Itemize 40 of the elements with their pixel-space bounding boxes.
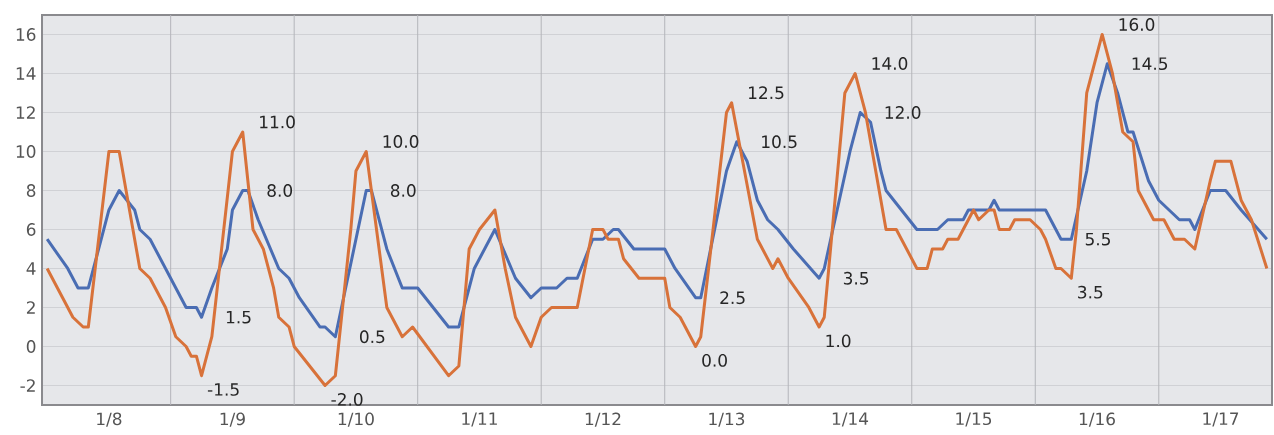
annotation: 12.5 <box>749 86 784 100</box>
y-tick-label: -2 <box>20 379 35 392</box>
x-tick-label: 1/11 <box>462 412 497 427</box>
annotation: 1.0 <box>826 334 851 348</box>
annotation: 5.5 <box>1085 232 1110 246</box>
y-tick-label: 16 <box>16 28 36 41</box>
x-tick-label: 1/16 <box>1079 412 1115 427</box>
x-tick-label: 1/17 <box>1203 412 1239 427</box>
annotation: 0.5 <box>359 330 385 344</box>
y-tick-label: 0 <box>26 340 36 353</box>
y-tick-label: 14 <box>16 67 36 80</box>
annotation: 0.0 <box>702 354 727 367</box>
annotation: 8.0 <box>267 184 293 197</box>
annotation: 3.5 <box>1078 285 1103 299</box>
y-tick-label: 6 <box>26 223 36 236</box>
x-tick-label: 1/10 <box>338 412 374 427</box>
annotation: 16.0 <box>1119 18 1155 31</box>
x-tick-label: 1/9 <box>220 412 245 427</box>
annotation: 1.5 <box>226 310 251 324</box>
annotation: 14.0 <box>872 57 908 70</box>
annotation: -1.5 <box>207 383 239 396</box>
annotation: 10.5 <box>762 135 797 149</box>
y-tick-label: 10 <box>16 145 36 158</box>
x-tick-label: 1/14 <box>832 412 869 427</box>
annotation: 2.5 <box>720 291 745 305</box>
annotation: 14.5 <box>1132 57 1168 71</box>
annotation: 10.0 <box>383 135 419 148</box>
y-tick-label: 4 <box>26 262 36 275</box>
x-tick-label: 1/12 <box>585 412 621 427</box>
annotation: 11.0 <box>260 115 295 129</box>
x-tick-label: 1/13 <box>709 412 745 427</box>
x-tick-label: 1/15 <box>956 412 992 427</box>
annotation: 3.5 <box>843 271 869 285</box>
y-tick-label: 12 <box>16 106 35 119</box>
annotation: 8.0 <box>390 184 416 197</box>
y-tick-label: 2 <box>26 301 35 314</box>
annotation: 12.0 <box>885 106 921 119</box>
y-tick-label: 8 <box>26 184 36 197</box>
annotation: -2.0 <box>331 393 363 406</box>
x-tick-label: 1/8 <box>97 412 122 427</box>
